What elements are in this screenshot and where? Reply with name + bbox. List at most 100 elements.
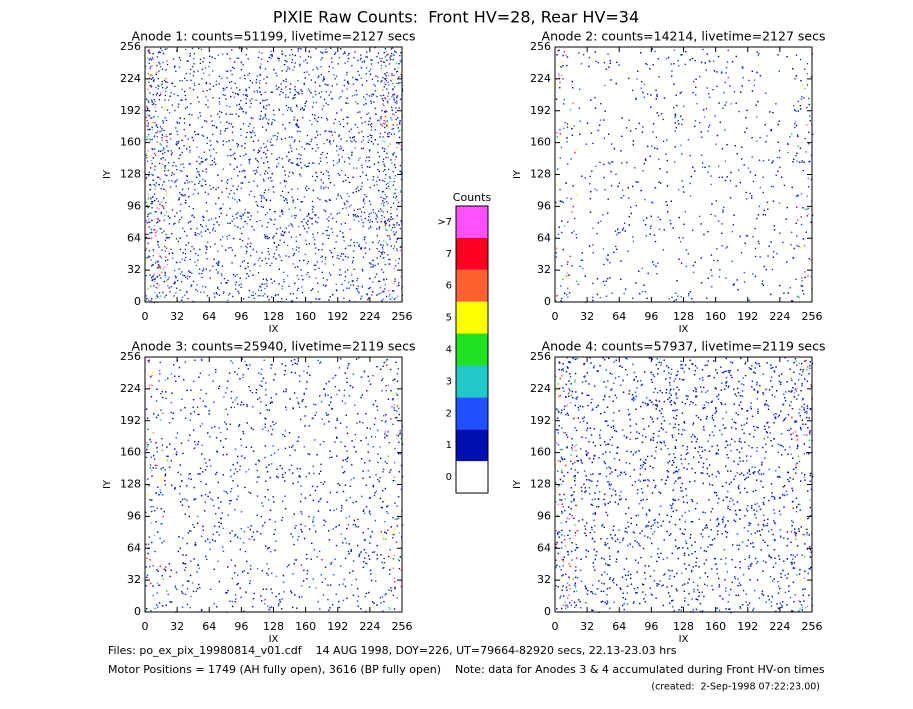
speckle: [393, 75, 394, 76]
speckle: [320, 172, 321, 173]
speckle: [718, 56, 719, 57]
speckle: [329, 273, 330, 274]
speckle: [394, 245, 395, 246]
speckle: [371, 102, 372, 103]
speckle: [326, 51, 327, 52]
speckle: [796, 153, 797, 154]
speckle: [152, 57, 153, 58]
speckle: [389, 221, 390, 222]
speckle: [329, 66, 330, 67]
speckle: [291, 189, 292, 190]
speckle: [292, 172, 293, 173]
speckle: [396, 224, 397, 225]
speckle: [158, 116, 159, 117]
speckle: [322, 152, 323, 153]
speckle: [222, 266, 223, 267]
speckle: [147, 257, 148, 258]
speckle: [163, 206, 164, 207]
speckle: [194, 248, 195, 249]
speckle: [359, 111, 360, 112]
speckle: [319, 163, 320, 164]
speckle: [388, 169, 389, 170]
speckle: [152, 163, 153, 164]
speckle: [336, 150, 337, 151]
speckle: [770, 241, 771, 242]
speckle: [243, 155, 244, 156]
speckle: [677, 296, 678, 297]
speckle: [393, 153, 394, 154]
speckle: [384, 198, 385, 199]
speckle: [567, 264, 568, 265]
speckle: [632, 298, 633, 299]
speckle: [251, 191, 252, 192]
speckle: [308, 227, 309, 228]
speckle: [292, 70, 293, 71]
speckle: [182, 189, 183, 190]
speckle: [238, 116, 239, 117]
speckle: [572, 103, 573, 104]
speckle: [148, 150, 149, 151]
speckle: [315, 247, 316, 248]
speckle: [365, 218, 366, 219]
speckle: [231, 178, 232, 179]
speckle: [239, 284, 240, 285]
speckle: [633, 140, 634, 141]
speckle: [592, 297, 593, 298]
speckle: [736, 185, 737, 186]
speckle: [165, 256, 166, 257]
speckle: [393, 203, 394, 204]
speckle: [153, 285, 154, 286]
speckle: [241, 218, 242, 219]
speckle: [272, 55, 273, 56]
speckle: [295, 207, 296, 208]
speckle: [580, 121, 581, 122]
speckle: [328, 226, 329, 227]
speckle: [336, 76, 337, 77]
speckle: [314, 115, 315, 116]
speckle: [391, 75, 392, 76]
speckle: [381, 203, 382, 204]
speckle: [299, 141, 300, 142]
speckle: [608, 162, 609, 163]
speckle: [357, 60, 358, 61]
speckle: [212, 134, 213, 135]
speckle: [755, 175, 756, 176]
speckle: [777, 54, 778, 55]
speckle: [400, 228, 401, 229]
speckle: [559, 87, 560, 88]
speckle: [270, 58, 271, 59]
speckle: [360, 216, 361, 217]
speckle: [786, 56, 787, 57]
speckle: [794, 123, 795, 124]
speckle: [193, 71, 194, 72]
speckle: [391, 73, 392, 74]
speckle: [273, 186, 274, 187]
speckle: [710, 175, 711, 176]
speckle: [393, 124, 394, 125]
speckle: [151, 160, 152, 161]
speckle: [356, 90, 357, 91]
y-tick-label: 32: [127, 263, 141, 276]
speckle: [166, 78, 167, 79]
speckle: [259, 286, 260, 287]
speckle: [266, 279, 267, 280]
speckle: [399, 130, 400, 131]
speckle: [197, 97, 198, 98]
speckle: [366, 52, 367, 53]
speckle: [751, 197, 752, 198]
speckle: [179, 192, 180, 193]
speckle: [695, 120, 696, 121]
speckle: [271, 145, 272, 146]
speckle: [320, 134, 321, 135]
speckle: [257, 295, 258, 296]
speckle: [381, 210, 382, 211]
speckle: [257, 167, 258, 168]
speckle: [185, 257, 186, 258]
speckle: [349, 182, 350, 183]
speckle: [766, 269, 767, 270]
speckle: [617, 229, 618, 230]
speckle: [560, 157, 561, 158]
speckle: [794, 248, 795, 249]
speckle: [718, 102, 719, 103]
speckle: [243, 170, 244, 171]
